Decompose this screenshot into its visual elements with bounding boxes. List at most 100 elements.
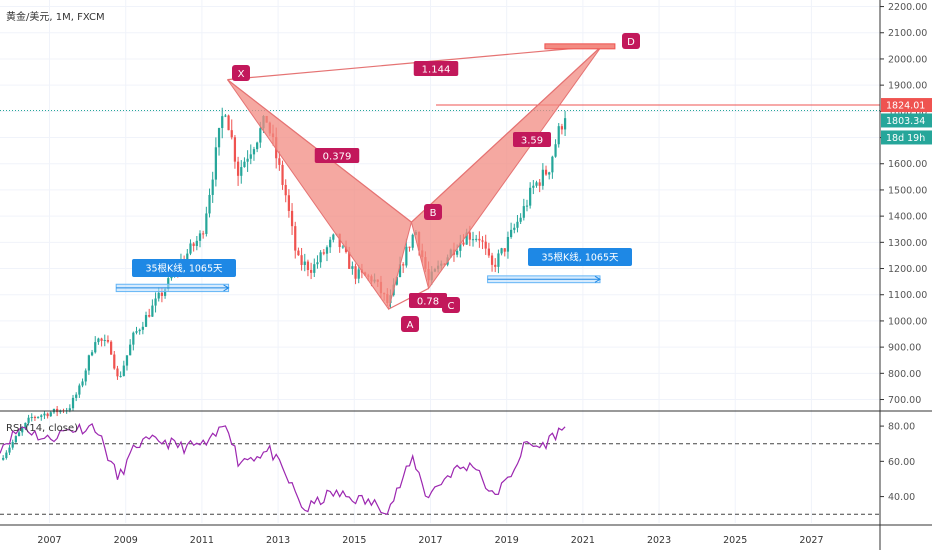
ratio-text: 1.144 (422, 65, 451, 76)
candle-body (81, 381, 84, 386)
candle-body (14, 436, 17, 443)
ratio-label-x-b: 0.379 (314, 148, 360, 163)
candle-body (316, 262, 319, 265)
candle-body (278, 158, 281, 165)
candle-body (481, 240, 484, 242)
rsi-title: RSI (14, close) (6, 423, 78, 434)
y-tick-label: 900.00 (888, 343, 921, 354)
y-tick-label: 2000.00 (888, 54, 927, 65)
candle-body (529, 187, 532, 206)
candle-body (478, 238, 481, 241)
last-price-tag-text: 1803.34 (886, 116, 925, 127)
header-symbol: 黄金/美元 (6, 10, 49, 23)
candle-body (319, 252, 322, 263)
range-box-1: 35根K线, 1065天 (115, 259, 236, 293)
candle-body (487, 248, 490, 256)
chart-header: 黄金/美元, 1M, FXCM (6, 10, 105, 23)
candle-body (456, 250, 459, 255)
point-text: C (448, 301, 455, 312)
target-price-tag-text: 1824.01 (886, 101, 925, 112)
y-tick-label: 1200.00 (888, 264, 927, 275)
ratio-badge (314, 148, 360, 163)
candle-body (294, 226, 297, 251)
candle-body (40, 415, 43, 417)
candle-body (541, 169, 544, 186)
candle-body (233, 137, 237, 162)
candle-body (144, 315, 148, 327)
candle-body (21, 428, 24, 433)
candle-body (538, 182, 541, 186)
candle-body (398, 264, 402, 277)
candle-body (522, 206, 525, 218)
candle-body (402, 264, 405, 266)
x-tick-label: 2009 (114, 535, 138, 546)
candle-body (132, 332, 135, 345)
x-tick-label: 2011 (190, 535, 214, 546)
ratio-label-x-d: 1.144 (413, 61, 459, 76)
candle-body (138, 329, 141, 332)
candle-body (30, 416, 33, 418)
range-arrow-head (594, 275, 601, 283)
candle-body (36, 416, 40, 418)
candle-body (348, 252, 351, 269)
candle-body (236, 161, 240, 176)
candle-body (125, 355, 129, 366)
candle-body (43, 413, 46, 416)
candle-body (306, 261, 310, 270)
candle-body (11, 442, 14, 448)
point-label-b: B (424, 204, 442, 220)
candle-body (395, 276, 398, 285)
target-price-tag: 1824.01 (881, 98, 932, 113)
bar-countdown-tag-bg (881, 130, 932, 145)
y-tick-label: 2100.00 (888, 28, 927, 39)
candle-body (75, 394, 78, 398)
x-tick-label: 2027 (799, 535, 823, 546)
candle-body (497, 253, 500, 267)
candle-body (249, 154, 252, 159)
candle-body (411, 234, 414, 248)
candle-body (94, 342, 97, 353)
range-box-2: 35根K线, 1065天 (487, 248, 632, 284)
candle-body (551, 156, 554, 173)
candle-body (135, 331, 138, 333)
candle-body (163, 289, 167, 296)
candle-body (71, 397, 75, 409)
x-tick-label: 2015 (342, 535, 366, 546)
range-label-badge (132, 259, 236, 277)
point-label-a: A (401, 316, 419, 332)
y-tick-label: 1000.00 (888, 316, 927, 327)
x-tick-label: 2017 (418, 535, 442, 546)
ratio-label-b-d: 3.59 (513, 132, 551, 147)
candle-body (202, 233, 205, 235)
candle-body (500, 248, 503, 254)
candle-body (49, 412, 52, 417)
candle-body (506, 237, 510, 252)
candle-body (563, 118, 567, 130)
candle-body (160, 292, 164, 296)
point-badge (401, 316, 419, 332)
candle-body (148, 315, 151, 317)
candle-body (227, 115, 230, 131)
leg-b-d (411, 45, 603, 223)
candle-body (459, 242, 462, 251)
candle-body (468, 232, 471, 240)
header-source: FXCM (77, 12, 105, 23)
y-tick-label: 1600.00 (888, 159, 927, 170)
candle-body (554, 144, 557, 157)
last-price-tag: 1803.34 (881, 113, 932, 128)
range-label-text: 35根K线, 1065天 (541, 252, 619, 264)
candle-body (208, 194, 211, 214)
candle-body (106, 340, 110, 342)
candle-body (192, 243, 195, 246)
x-tick-label: 2025 (723, 535, 747, 546)
candle-body (24, 422, 27, 429)
y-tick-label: 1500.00 (888, 185, 927, 196)
candle-body (516, 221, 519, 228)
rsi-line (0, 422, 566, 515)
candle-body (322, 252, 325, 254)
candle-body (259, 128, 262, 143)
candle-body (157, 292, 160, 299)
point-label-x: X (232, 65, 250, 81)
point-badge (622, 33, 640, 49)
